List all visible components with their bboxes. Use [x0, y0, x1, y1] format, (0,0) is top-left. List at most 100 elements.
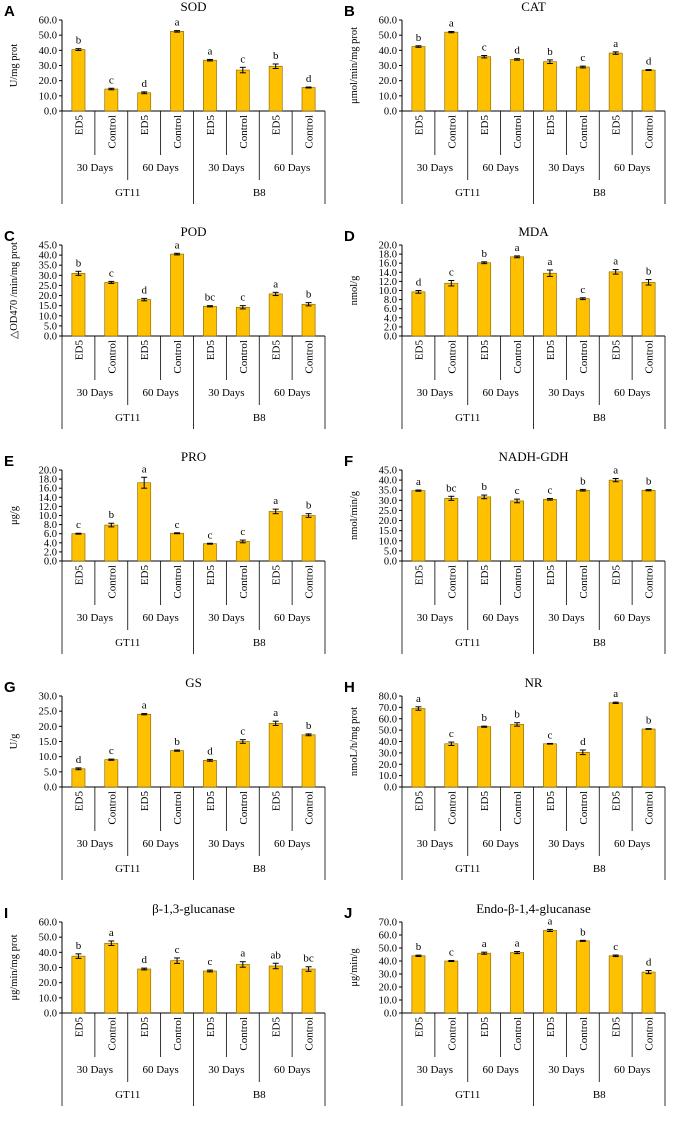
bar	[477, 262, 492, 337]
y-tick-label: 0.0	[384, 783, 397, 794]
bar	[137, 482, 152, 562]
bar	[137, 713, 152, 788]
y-tick-label: 25.0	[39, 707, 57, 718]
significance-letter: c	[547, 729, 552, 741]
day-label: 30 Days	[77, 387, 113, 399]
y-tick-label: 2.0	[384, 322, 397, 333]
bar	[268, 965, 283, 1014]
y-tick-label: 30.0	[379, 970, 397, 981]
y-tick-label: 50.0	[39, 31, 57, 42]
category-label: ED5	[139, 565, 151, 586]
category-label: ED5	[205, 115, 217, 136]
category-label: Control	[172, 565, 184, 599]
bar	[411, 955, 426, 1014]
category-label: ED5	[545, 1017, 557, 1038]
day-label: 30 Days	[548, 387, 584, 399]
significance-letter: a	[240, 948, 245, 960]
significance-letter: c	[482, 41, 487, 53]
y-tick-label: 16.0	[39, 484, 57, 495]
category-label: ED5	[545, 565, 557, 586]
chart-title: NADH-GDH	[498, 449, 568, 464]
panel-label: F	[344, 453, 353, 470]
significance-letter: a	[613, 688, 618, 700]
bar	[71, 533, 86, 562]
category-label: ED5	[73, 565, 85, 586]
chart-panel-g: G GS U/g 0.0 5.0 10.0 15.0 20.0 25.0 30.0 d c a b d c a b…	[4, 675, 326, 880]
day-label: 30 Days	[548, 1064, 584, 1076]
y-tick-label: 30.0	[379, 748, 397, 759]
group-label: GT11	[115, 412, 140, 424]
bar	[543, 61, 557, 112]
category-label: ED5	[139, 791, 151, 812]
y-tick-label: 10.0	[39, 752, 57, 763]
bar	[203, 970, 217, 1014]
chart-title: SOD	[180, 0, 206, 14]
y-tick-label: 30.0	[39, 271, 57, 282]
group-label: GT11	[115, 863, 140, 875]
significance-letter: a	[142, 700, 147, 712]
y-tick-label: 40.0	[379, 46, 397, 57]
bar	[104, 282, 119, 337]
y-tick-label: 60.0	[39, 918, 57, 929]
category-label: Control	[644, 791, 656, 825]
y-tick-label: 70.0	[379, 703, 397, 714]
significance-letter: a	[175, 239, 180, 251]
category-label: ED5	[139, 1017, 151, 1038]
significance-letter: d	[141, 78, 147, 90]
bar	[444, 498, 459, 562]
bar	[301, 968, 316, 1014]
panel-label: B	[344, 3, 355, 20]
bar	[641, 971, 656, 1014]
bar	[608, 955, 623, 1014]
y-tick-label: 0.0	[44, 557, 57, 568]
category-label: Control	[106, 115, 118, 149]
significance-letter: b	[481, 712, 487, 724]
category-label: Control	[512, 565, 524, 599]
y-tick-label: 0.0	[44, 332, 57, 343]
significance-letter: c	[449, 946, 454, 958]
significance-letter: c	[580, 52, 585, 64]
significance-letter: b	[646, 715, 652, 727]
y-tick-label: 30.0	[39, 692, 57, 703]
category-label: ED5	[611, 115, 623, 136]
category-label: Control	[512, 340, 524, 374]
bar	[641, 69, 656, 112]
y-tick-label: 60.0	[379, 714, 397, 725]
category-label: ED5	[205, 565, 217, 586]
category-label: ED5	[271, 1017, 283, 1038]
group-label: GT11	[455, 412, 480, 424]
y-tick-label: 70.0	[379, 918, 397, 929]
day-label: 60 Days	[482, 162, 518, 174]
panel-label: G	[4, 679, 16, 696]
bar	[510, 59, 524, 112]
bar	[71, 49, 86, 112]
significance-letter: b	[547, 46, 553, 58]
bar	[137, 92, 152, 112]
category-label: ED5	[205, 1017, 217, 1038]
day-label: 30 Days	[77, 162, 113, 174]
category-label: Control	[644, 115, 656, 149]
day-label: 30 Days	[77, 612, 113, 624]
bar	[444, 960, 459, 1014]
y-tick-label: 80.0	[379, 692, 397, 703]
significance-letter: c	[449, 266, 454, 278]
bar	[575, 940, 590, 1014]
category-label: Control	[446, 115, 458, 149]
significance-letter: c	[207, 529, 212, 541]
day-label: 30 Days	[417, 612, 453, 624]
y-tick-label: 5.0	[384, 546, 397, 557]
bar	[137, 968, 152, 1014]
category-label: ED5	[545, 791, 557, 812]
y-tick-label: 20.0	[39, 978, 57, 989]
y-tick-label: 20.0	[379, 983, 397, 994]
category-label: ED5	[271, 340, 283, 361]
significance-letter: b	[580, 475, 586, 487]
day-label: 30 Days	[208, 387, 244, 399]
group-label: GT11	[115, 187, 140, 199]
category-label: ED5	[73, 115, 85, 136]
category-label: Control	[304, 340, 316, 374]
y-tick-label: 0.0	[384, 332, 397, 343]
y-tick-label: 40.0	[379, 476, 397, 487]
bar	[235, 541, 250, 562]
y-tick-label: 8.0	[44, 520, 57, 531]
